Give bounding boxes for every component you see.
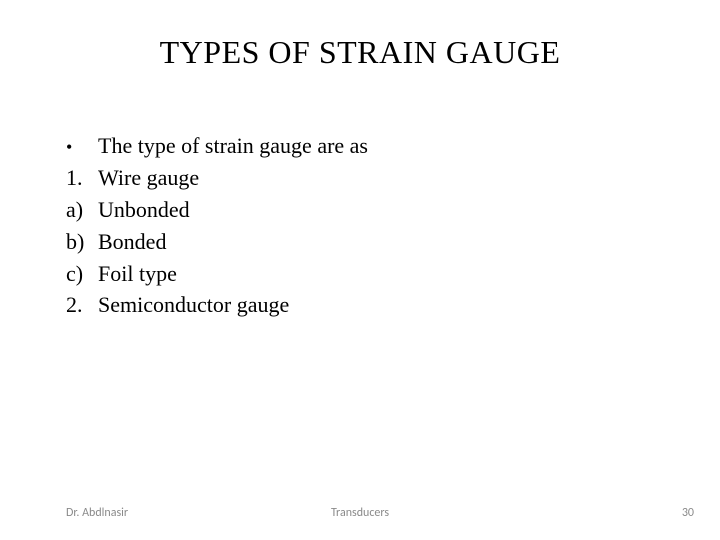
list-item-text: Foil type <box>98 258 177 290</box>
list-marker: b) <box>66 226 98 258</box>
list-marker: 2. <box>66 289 98 321</box>
slide-title: TYPES OF STRAIN GAUGE <box>0 0 720 71</box>
list-item-text: Wire gauge <box>98 162 199 194</box>
list-item: a) Unbonded <box>66 194 368 226</box>
list-item: • The type of strain gauge are as <box>66 130 368 162</box>
slide: TYPES OF STRAIN GAUGE • The type of stra… <box>0 0 720 540</box>
footer-page-number: 30 <box>682 506 694 520</box>
list-item-text: Unbonded <box>98 194 190 226</box>
footer-topic: Transducers <box>0 506 720 520</box>
list-marker: c) <box>66 258 98 290</box>
list-marker: a) <box>66 194 98 226</box>
list-marker: 1. <box>66 162 98 194</box>
list-item-text: Bonded <box>98 226 166 258</box>
list-item: c) Foil type <box>66 258 368 290</box>
list-item: b) Bonded <box>66 226 368 258</box>
list-item: 1. Wire gauge <box>66 162 368 194</box>
list-item-text: Semiconductor gauge <box>98 289 289 321</box>
list-item: 2. Semiconductor gauge <box>66 289 368 321</box>
bullet-icon: • <box>66 133 98 161</box>
list-item-text: The type of strain gauge are as <box>98 130 368 162</box>
content-list: • The type of strain gauge are as 1. Wir… <box>66 130 368 321</box>
